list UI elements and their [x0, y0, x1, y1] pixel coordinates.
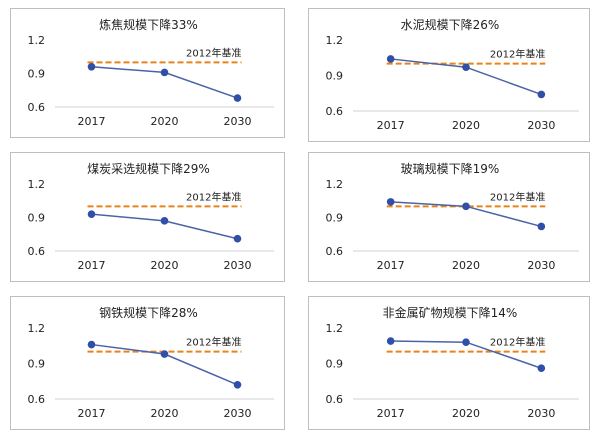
y-tick-label: 1.2 — [326, 322, 344, 335]
data-point — [160, 217, 169, 225]
chart-glass: 玻璃规模下降19% 1.2 0.9 0.6 2017 2020 2030 2012年基准 — [326, 161, 579, 272]
data-point — [386, 55, 395, 63]
x-tick-label: 2030 — [224, 407, 252, 420]
y-tick-label: 1.2 — [326, 178, 344, 191]
x-tick-label: 2030 — [224, 259, 252, 272]
x-tick-label: 2020 — [151, 259, 179, 272]
x-tick-label: 2030 — [224, 115, 252, 128]
y-tick-label: 0.9 — [326, 358, 344, 371]
chart-coal-mining: 煤炭采选规模下降29% 1.2 0.9 0.6 2017 2020 2030 2012年基准 — [28, 161, 274, 272]
data-point — [87, 63, 96, 71]
x-tick-label: 2030 — [527, 119, 555, 132]
y-tick-label: 0.9 — [28, 68, 46, 81]
chart-title: 非金属矿物规模下降14% — [383, 305, 518, 320]
x-tick-label: 2020 — [452, 259, 480, 272]
x-tick-label: 2020 — [452, 407, 480, 420]
data-point — [537, 364, 546, 373]
chart-title: 炼焦规模下降33% — [99, 17, 198, 32]
chart-panel-glass: 玻璃规模下降19% 1.2 0.9 0.6 2017 2020 2030 2012年基准 — [308, 152, 590, 282]
x-tick-label: 2017 — [377, 407, 405, 420]
y-tick-label: 0.6 — [28, 245, 46, 258]
y-tick-label: 0.6 — [28, 393, 46, 406]
x-tick-label: 2030 — [527, 407, 555, 420]
data-point — [537, 90, 546, 99]
chart-panel-coal-mining: 煤炭采选规模下降29% 1.2 0.9 0.6 2017 2020 2030 2012年基准 — [10, 152, 285, 282]
y-tick-label: 0.9 — [28, 358, 46, 371]
data-point — [233, 234, 242, 243]
chart-nonmetallic: 非金属矿物规模下降14% 1.2 0.9 0.6 2017 2020 2030 2012年基准 — [326, 305, 579, 420]
x-tick-label: 2017 — [78, 259, 106, 272]
baseline-label: 2012年基准 — [490, 336, 545, 349]
chart-coking: 炼焦规模下降33% 1.2 0.9 0.6 2017 2020 2030 2012年基准 — [28, 17, 274, 128]
baseline-label: 2012年基准 — [186, 46, 241, 59]
data-point — [462, 338, 470, 346]
y-tick-label: 0.6 — [326, 105, 344, 118]
data-point — [87, 340, 96, 349]
chart-title: 钢铁规模下降28% — [99, 305, 198, 320]
chart-steel: 钢铁规模下降28% 1.2 0.9 0.6 2017 2020 2030 2012年基准 — [28, 305, 274, 420]
baseline-label: 2012年基准 — [490, 190, 545, 203]
y-tick-label: 0.6 — [326, 393, 344, 406]
data-point — [233, 381, 242, 389]
data-point — [87, 210, 96, 218]
y-tick-label: 0.9 — [326, 212, 344, 225]
chart-panel-cement: 水泥规模下降26% 1.2 0.9 0.6 2017 2020 2030 2012年基准 — [308, 8, 590, 142]
y-tick-label: 0.9 — [326, 70, 344, 83]
y-tick-label: 1.2 — [326, 34, 344, 47]
y-tick-label: 0.9 — [28, 212, 46, 225]
chart-title: 水泥规模下降26% — [401, 17, 500, 32]
y-tick-label: 1.2 — [28, 322, 46, 335]
baseline-label: 2012年基准 — [186, 336, 241, 349]
chart-panel-coking: 炼焦规模下降33% 1.2 0.9 0.6 2017 2020 2030 2012年基准 — [10, 8, 285, 138]
data-point — [462, 202, 470, 211]
baseline-label: 2012年基准 — [186, 190, 241, 203]
y-tick-label: 0.6 — [326, 245, 344, 258]
x-tick-label: 2017 — [377, 119, 405, 132]
chart-title: 煤炭采选规模下降29% — [87, 161, 210, 176]
data-point — [537, 222, 546, 231]
x-tick-label: 2020 — [452, 119, 480, 132]
data-point — [386, 198, 395, 206]
y-tick-label: 0.6 — [28, 101, 46, 114]
x-tick-label: 2017 — [78, 115, 106, 128]
chart-panel-steel: 钢铁规模下降28% 1.2 0.9 0.6 2017 2020 2030 2012年基准 — [10, 296, 285, 430]
chart-cement: 水泥规模下降26% 1.2 0.9 0.6 2017 2020 2030 2012年基准 — [326, 17, 579, 132]
x-tick-label: 2020 — [151, 115, 179, 128]
x-tick-label: 2030 — [527, 259, 555, 272]
chart-title: 玻璃规模下降19% — [401, 161, 500, 176]
chart-panel-nonmetallic: 非金属矿物规模下降14% 1.2 0.9 0.6 2017 2020 2030 2012年基准 — [308, 296, 590, 430]
data-point — [233, 94, 242, 102]
data-point — [160, 350, 169, 358]
x-tick-label: 2020 — [151, 407, 179, 420]
y-tick-label: 1.2 — [28, 178, 46, 191]
data-point — [160, 68, 169, 77]
y-tick-label: 1.2 — [28, 34, 46, 47]
data-point — [462, 63, 470, 72]
x-tick-label: 2017 — [78, 407, 106, 420]
baseline-label: 2012年基准 — [490, 48, 545, 61]
x-tick-label: 2017 — [377, 259, 405, 272]
data-point — [386, 337, 395, 345]
